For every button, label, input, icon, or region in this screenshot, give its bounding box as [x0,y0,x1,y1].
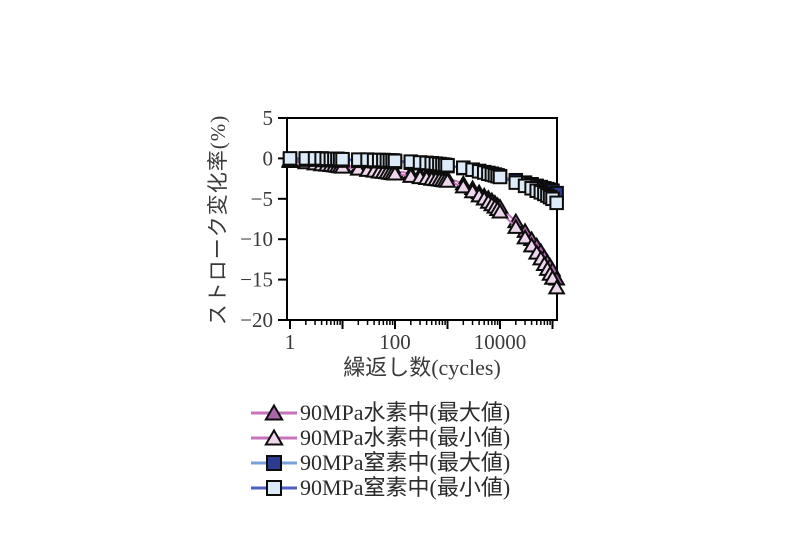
svg-text:−5: −5 [251,187,273,211]
legend-item-label: 90MPa窒素中(最小値) [300,475,511,500]
square-filled-marker-icon [251,454,297,471]
svg-text:1: 1 [285,330,296,354]
triangle-filled-marker-icon [251,402,297,420]
svg-text:−15: −15 [240,268,273,292]
svg-text:−10: −10 [240,227,273,251]
x-axis-label: 繰返し数(cycles) [343,355,501,380]
svg-text:100: 100 [379,330,411,354]
svg-text:10000: 10000 [474,330,527,354]
legend-item-label: 90MPa窒素中(最大値) [300,450,511,475]
chart-legend: 90MPa水素中(最大値) 90MPa水素中(最小値) 90MPa窒素中(最大値… [250,400,510,500]
svg-text:5: 5 [263,106,274,130]
legend-item: 90MPa窒素中(最大値) [250,450,510,475]
legend-item: 90MPa水素中(最大値) [250,400,510,425]
square-open-marker-icon [251,479,297,496]
svg-text:0: 0 [263,146,274,170]
legend-item: 90MPa水素中(最小値) [250,425,510,450]
y-axis-label: ストローク変化率(%) [206,114,230,326]
legend-item-label: 90MPa水素中(最大値) [300,400,511,425]
legend-item-label: 90MPa水素中(最小値) [300,425,511,450]
svg-text:−20: −20 [240,308,273,332]
triangle-open-marker-icon [251,427,297,445]
legend-item: 90MPa窒素中(最小値) [250,475,510,500]
